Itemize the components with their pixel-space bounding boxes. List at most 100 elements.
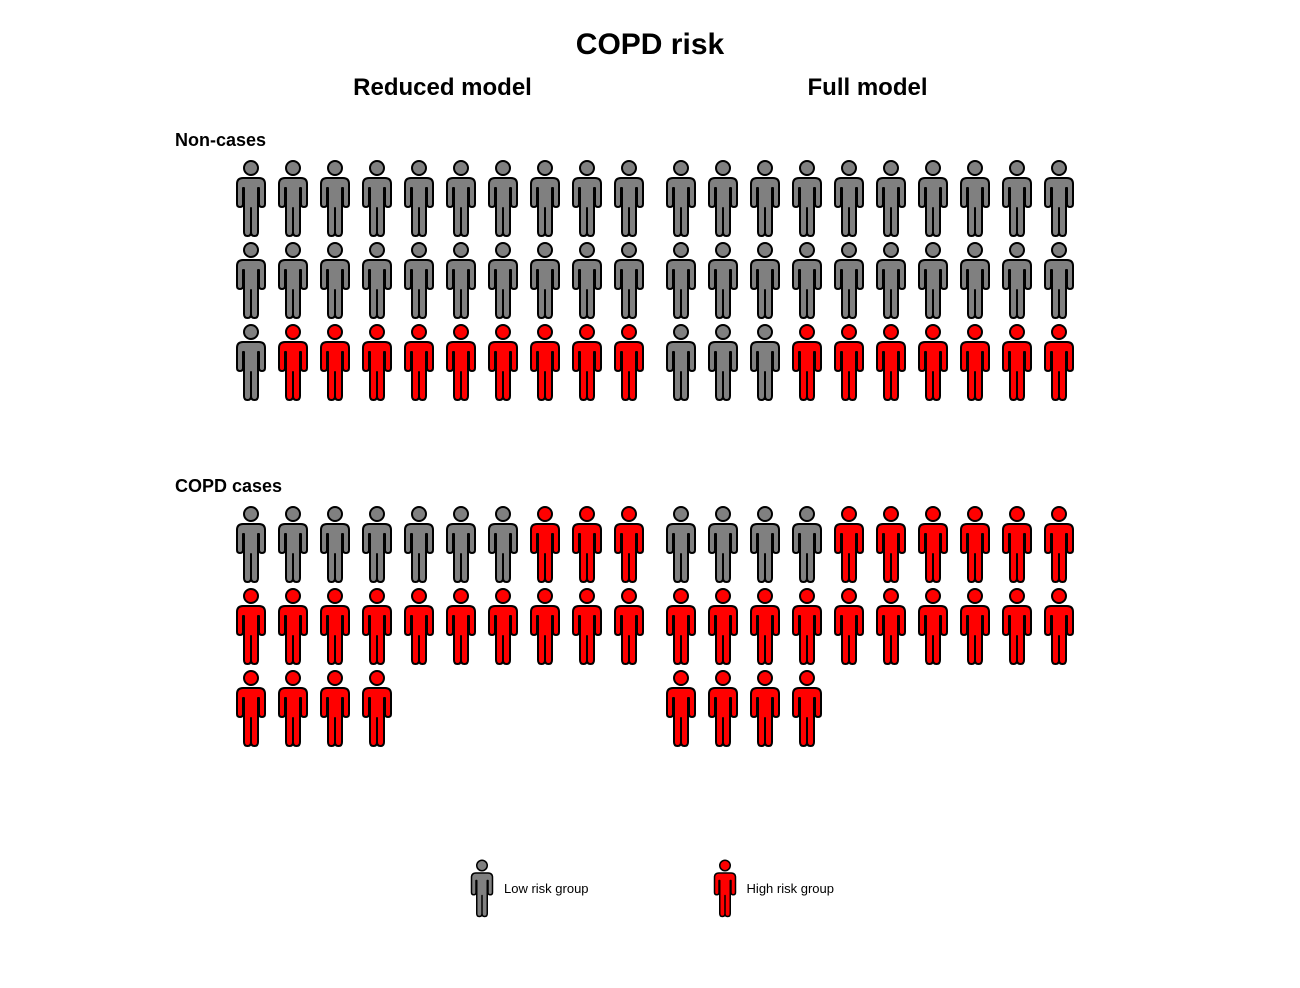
person-icon [997, 586, 1037, 666]
section-label-noncases: Non-cases [175, 130, 266, 151]
person-icon [997, 322, 1037, 402]
person-icon [567, 504, 607, 584]
person-icon [567, 586, 607, 666]
person-icon [357, 586, 397, 666]
person-icon [273, 240, 313, 320]
person-icon [273, 504, 313, 584]
grid-cases-reduced [230, 504, 650, 750]
person-icon [913, 240, 953, 320]
person-icon [483, 158, 523, 238]
person-icon [273, 158, 313, 238]
person-icon [661, 240, 701, 320]
icon-row [230, 504, 650, 584]
person-icon [315, 322, 355, 402]
person-icon [745, 668, 785, 748]
person-icon [357, 668, 397, 748]
person-icon [357, 240, 397, 320]
icon-row [660, 504, 1080, 584]
person-icon [871, 322, 911, 402]
columns-header: Reduced model Full model [230, 70, 1080, 112]
person-icon [231, 668, 271, 748]
person-icon [315, 240, 355, 320]
icon-row [660, 668, 1080, 748]
person-icon [703, 586, 743, 666]
person-icon [871, 158, 911, 238]
person-icon [661, 158, 701, 238]
person-icon [609, 240, 649, 320]
person-icon [525, 504, 565, 584]
person-icon [745, 322, 785, 402]
person-icon [357, 504, 397, 584]
person-icon [609, 322, 649, 402]
person-icon [315, 158, 355, 238]
person-icon [703, 322, 743, 402]
icon-row [230, 240, 650, 320]
person-icon [745, 586, 785, 666]
person-icon [913, 586, 953, 666]
person-icon [273, 668, 313, 748]
person-icon [955, 158, 995, 238]
person-icon [273, 322, 313, 402]
legend: Low risk group High risk group [0, 858, 1300, 918]
person-icon [829, 504, 869, 584]
icon-row [660, 240, 1080, 320]
person-icon [315, 668, 355, 748]
legend-label-low: Low risk group [504, 881, 589, 896]
person-icon [829, 586, 869, 666]
person-icon [955, 504, 995, 584]
person-icon [1039, 240, 1079, 320]
person-icon [315, 586, 355, 666]
person-icon [955, 586, 995, 666]
chart-title: COPD risk [0, 0, 1300, 70]
person-icon [1039, 504, 1079, 584]
icon-row [660, 158, 1080, 238]
icon-row [660, 322, 1080, 402]
icon-row [230, 322, 650, 402]
person-icon [787, 322, 827, 402]
person-icon [525, 586, 565, 666]
person-icon [703, 668, 743, 748]
grid-noncases-full [660, 158, 1080, 404]
person-icon [525, 158, 565, 238]
person-icon [997, 158, 1037, 238]
person-icon [913, 504, 953, 584]
person-icon [231, 586, 271, 666]
person-icon [525, 322, 565, 402]
icon-row [660, 586, 1080, 666]
person-icon [483, 504, 523, 584]
grid-cases-full [660, 504, 1080, 750]
person-icon [703, 504, 743, 584]
person-icon [787, 504, 827, 584]
person-icon [441, 158, 481, 238]
person-icon [399, 322, 439, 402]
person-icon [787, 158, 827, 238]
person-icon [231, 322, 271, 402]
col-title-full: Full model [655, 70, 1080, 112]
person-icon [913, 322, 953, 402]
person-icon [1039, 322, 1079, 402]
person-icon [913, 158, 953, 238]
col-title-reduced: Reduced model [230, 70, 655, 112]
person-icon [467, 858, 497, 918]
person-icon [231, 504, 271, 584]
person-icon [661, 322, 701, 402]
person-icon [787, 668, 827, 748]
person-icon [399, 586, 439, 666]
person-icon [609, 158, 649, 238]
grid-noncases-reduced [230, 158, 650, 404]
person-icon [441, 240, 481, 320]
person-icon [661, 504, 701, 584]
legend-item-high: High risk group [709, 858, 834, 918]
icon-row [230, 586, 650, 666]
person-icon [399, 240, 439, 320]
person-icon [787, 586, 827, 666]
person-icon [609, 586, 649, 666]
person-icon [745, 504, 785, 584]
person-icon [399, 158, 439, 238]
person-icon [609, 504, 649, 584]
person-icon [745, 158, 785, 238]
person-icon [955, 240, 995, 320]
person-icon [710, 858, 740, 918]
person-icon [955, 322, 995, 402]
person-icon [315, 504, 355, 584]
